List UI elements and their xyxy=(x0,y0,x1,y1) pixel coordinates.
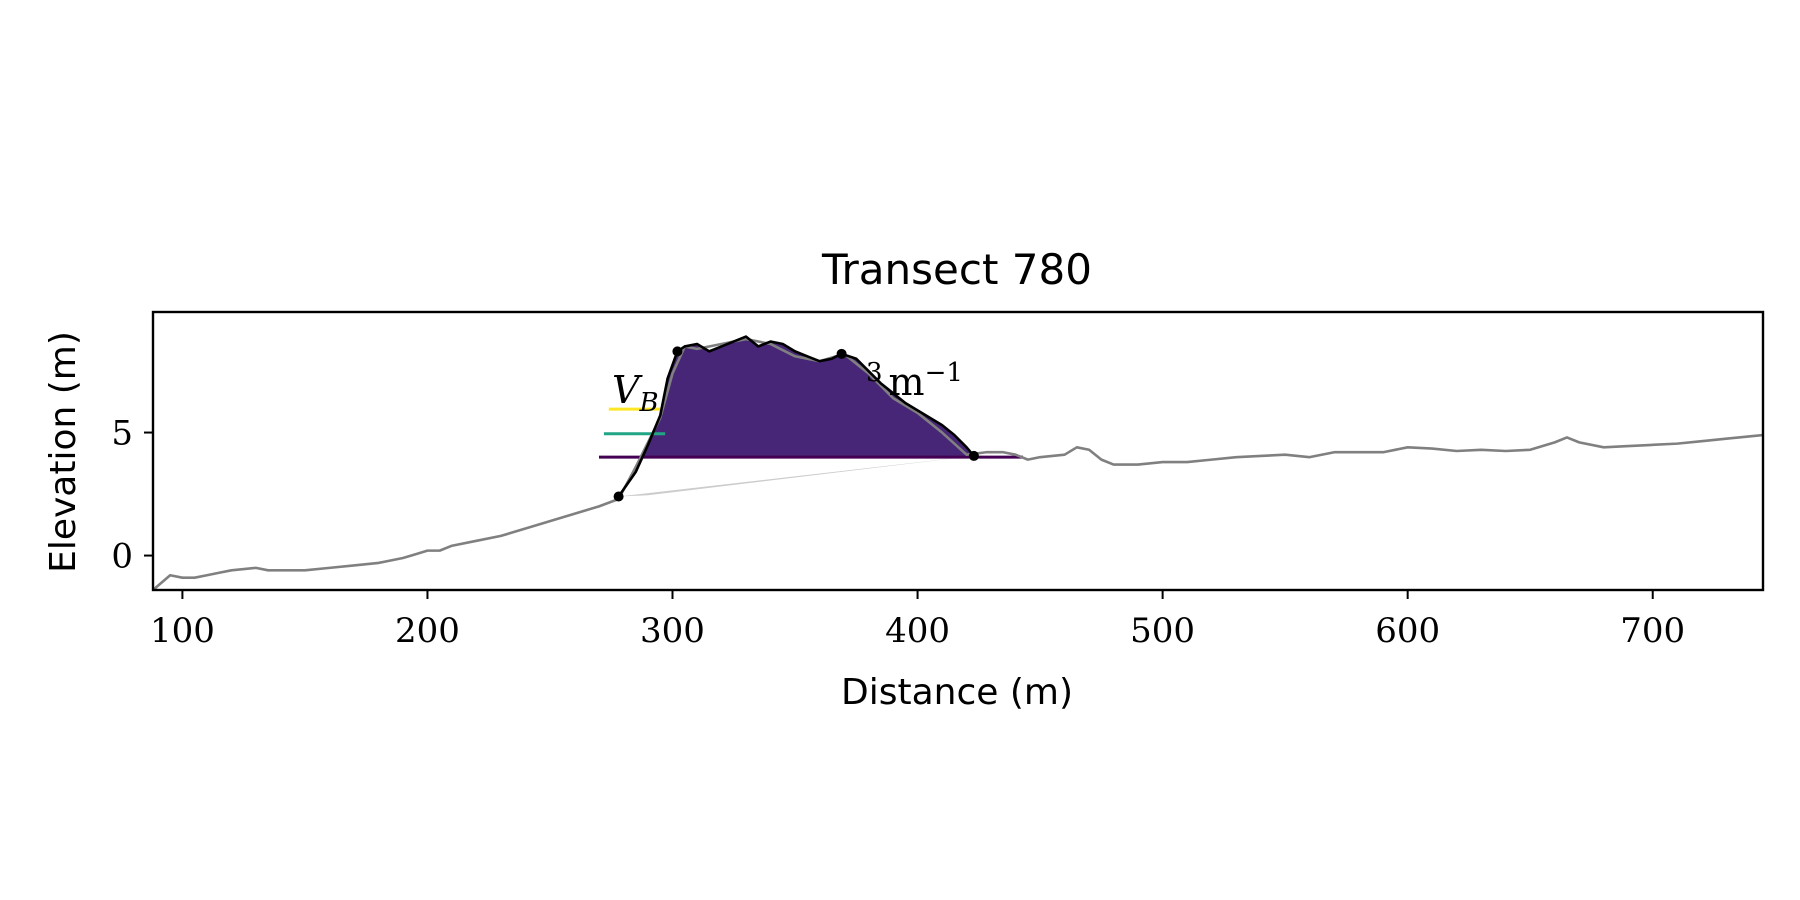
key-point xyxy=(836,348,847,359)
y-axis-label: Elevation (m) xyxy=(43,331,84,573)
key-point xyxy=(672,346,683,357)
below-baseline-fill xyxy=(618,455,974,497)
key-point xyxy=(613,491,624,502)
x-tick-label: 200 xyxy=(395,611,460,651)
x-tick-label: 500 xyxy=(1130,611,1195,651)
volume-annotation: VB xyxy=(612,368,659,418)
chart-title: Transect 780 xyxy=(821,245,1092,294)
plot-frame xyxy=(151,310,1765,592)
y-tick-label: 0 xyxy=(111,537,133,577)
volume-layer-3 xyxy=(642,336,974,458)
x-tick-label: 400 xyxy=(885,611,950,651)
plot-area xyxy=(153,335,1763,590)
x-tick-label: 700 xyxy=(1620,611,1685,651)
x-tick-label: 300 xyxy=(640,611,705,651)
volume-annotation-tail: 3 m−1 xyxy=(866,358,963,404)
y-tick-label: 5 xyxy=(111,414,133,454)
profile-line xyxy=(153,337,1763,590)
y-axis: 05 xyxy=(111,414,153,577)
x-axis-label: Distance (m) xyxy=(841,672,1073,713)
x-tick-label: 100 xyxy=(150,611,215,651)
x-tick-label: 600 xyxy=(1375,611,1440,651)
x-axis: 100 200 300 400 500 600 700 xyxy=(150,590,1685,651)
key-point xyxy=(968,450,979,461)
